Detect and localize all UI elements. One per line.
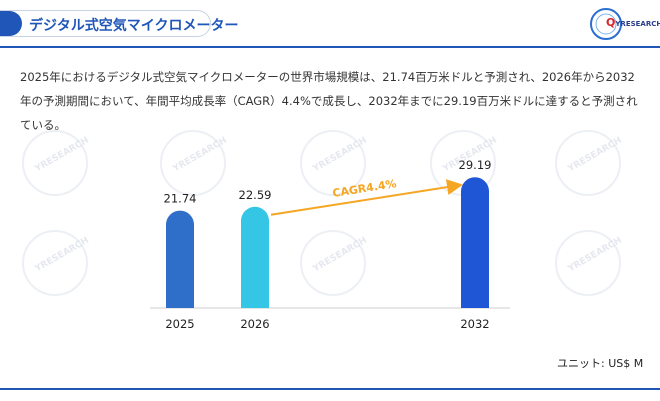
category-label-2032: 2032 <box>460 317 489 331</box>
logo-icon <box>590 8 622 40</box>
page-title: デジタル式空気マイクロメーター <box>29 18 239 34</box>
market-description: 2025年におけるデジタル式空気マイクロメーターの世界市場規模は、21.74百万… <box>20 70 638 132</box>
category-label-2026: 2026 <box>240 317 269 331</box>
logo-brand: YRESEARCH <box>615 20 660 28</box>
bar-2026 <box>241 206 269 308</box>
value-label-2025: 21.74 <box>164 192 197 206</box>
header-tab <box>0 11 210 36</box>
bar-2025 <box>166 210 194 308</box>
logo-mark: Q <box>606 16 616 29</box>
cagr-arrow <box>270 179 463 216</box>
header-divider <box>0 46 660 48</box>
value-label-2032: 29.19 <box>459 158 492 172</box>
logo-wordmark: QYRESEARCH <box>606 16 660 29</box>
bar-2032 <box>461 177 489 308</box>
value-label-2026: 22.59 <box>239 188 272 202</box>
header-accent <box>0 11 22 36</box>
unit-label: ユニット: US$ M <box>557 357 644 370</box>
category-label-2025: 2025 <box>165 317 194 331</box>
footer-divider <box>0 388 660 390</box>
